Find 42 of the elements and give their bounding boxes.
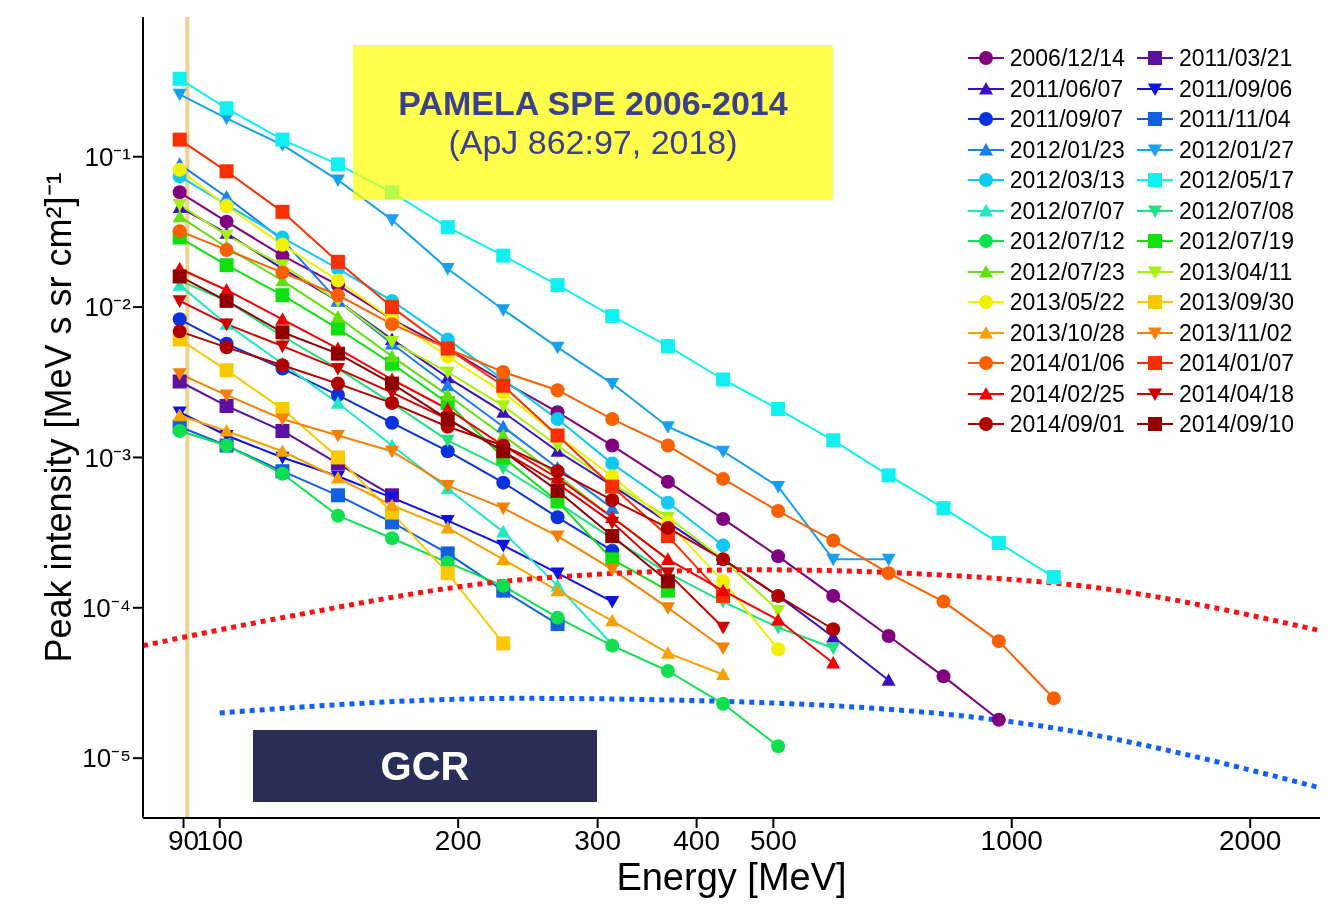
legend-label: 2011/11/04 <box>1178 105 1291 134</box>
legend-label: 2012/05/17 <box>1178 166 1294 195</box>
y-tick-label: 10⁻⁴ <box>81 593 131 624</box>
legend-label: 2013/10/28 <box>1009 318 1125 347</box>
x-tick-label: 500 <box>749 824 797 856</box>
x-tick-label: 1000 <box>980 824 1043 856</box>
legend-label: 2012/07/08 <box>1178 196 1294 225</box>
x-tick-label: 200 <box>434 824 482 856</box>
legend-label: 2014/04/18 <box>1178 379 1294 408</box>
x-tick-label: 400 <box>673 824 720 856</box>
legend-label: 2012/07/12 <box>1009 227 1125 256</box>
x-axis-title: Energy [MeV] <box>616 856 847 898</box>
legend-label: 2014/01/06 <box>1009 349 1125 378</box>
legend-label: 2012/03/13 <box>1009 166 1125 195</box>
legend-label: 2013/04/11 <box>1178 257 1293 286</box>
x-tick-label: 300 <box>574 824 621 856</box>
legend-label: 2011/09/06 <box>1178 74 1293 103</box>
text: PAMELA SPE 2006-2014 <box>398 83 788 123</box>
label-box: GCR <box>253 730 597 802</box>
legend-label: 2012/07/23 <box>1009 257 1125 286</box>
legend-label: 2012/07/19 <box>1178 227 1294 256</box>
text: (ApJ 862:97, 2018) <box>448 122 738 162</box>
legend-label: 2014/02/25 <box>1009 379 1125 408</box>
legend-label: 2012/07/07 <box>1009 196 1125 225</box>
legend-label: 2013/09/30 <box>1178 288 1294 317</box>
y-tick-label: 10⁻³ <box>84 442 132 473</box>
x-tick-label: 2000 <box>1219 824 1282 856</box>
legend-label: 2014/09/01 <box>1009 410 1125 439</box>
y-tick-label: 10⁻¹ <box>84 141 132 172</box>
legend-label: 2006/12/14 <box>1009 44 1125 73</box>
legend-label: 2014/01/07 <box>1178 349 1294 378</box>
legend-label: 2013/05/22 <box>1009 288 1125 317</box>
legend-label: 2011/06/07 <box>1009 74 1124 103</box>
y-tick-label: 10⁻² <box>84 292 132 323</box>
legend-label: 2012/01/23 <box>1009 135 1125 164</box>
legend-label: 2012/01/27 <box>1178 135 1294 164</box>
y-tick-label: 10⁻⁵ <box>82 743 131 774</box>
legend-label: 2011/03/21 <box>1178 44 1293 73</box>
legend-label: 2013/11/02 <box>1178 318 1293 347</box>
y-axis-title: Peak intensity [MeV s sr cm²]⁻¹ <box>37 172 79 663</box>
legend-label: 2011/09/07 <box>1009 105 1124 134</box>
legend-label: 2014/09/10 <box>1178 410 1294 439</box>
